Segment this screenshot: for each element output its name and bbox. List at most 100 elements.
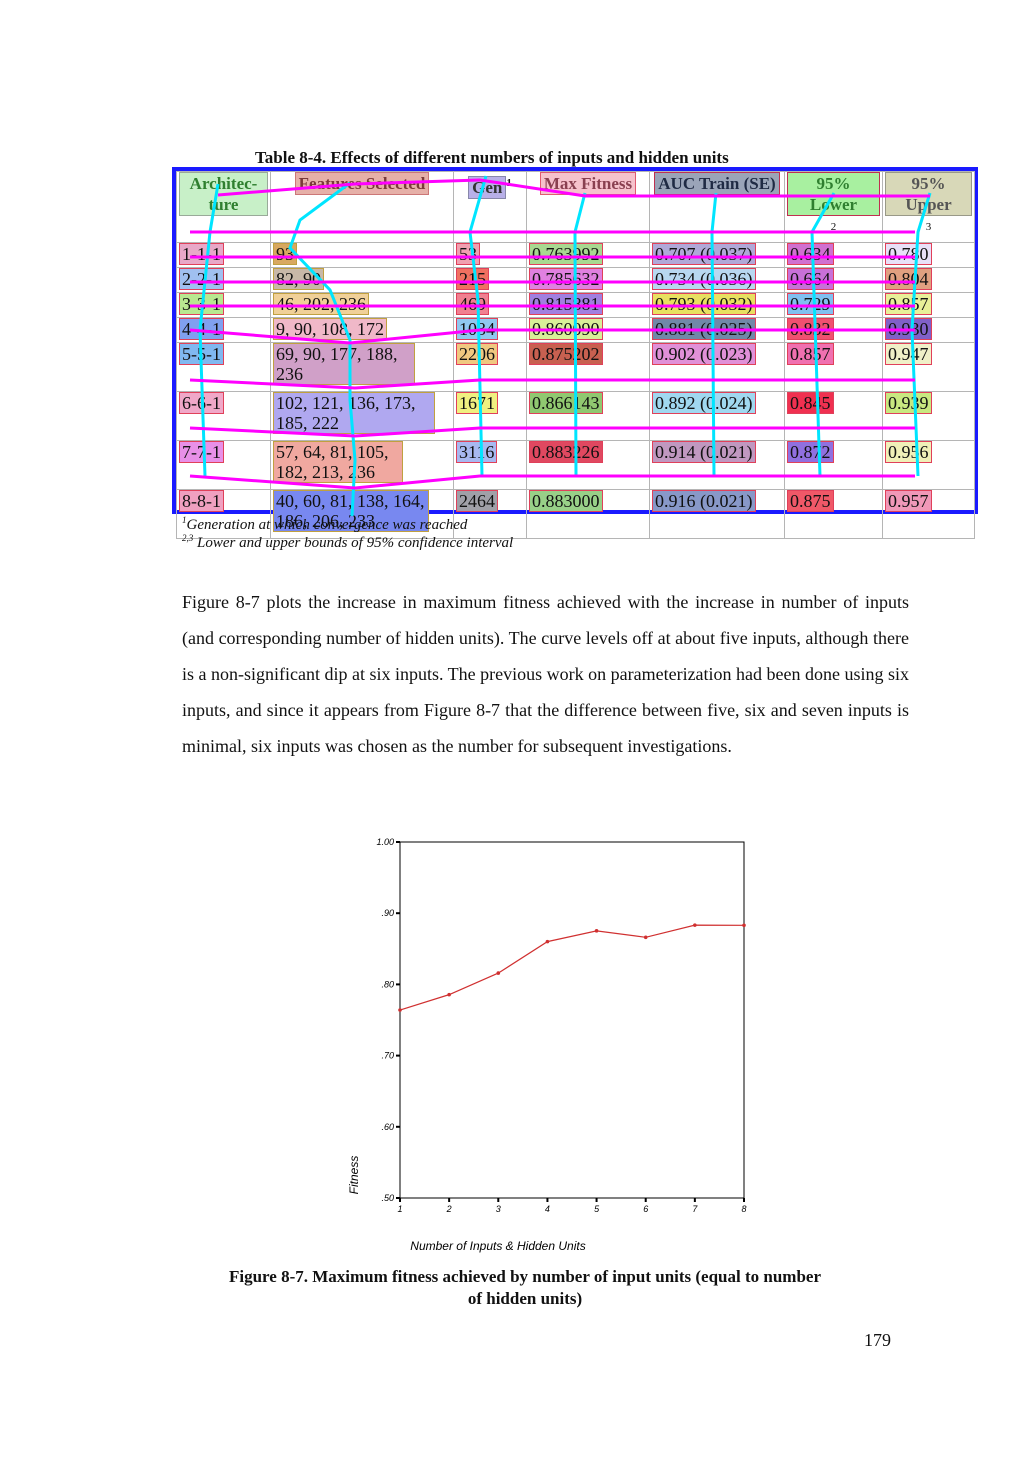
- cell-95-lower: 0.729: [787, 293, 834, 315]
- cell-auc-train: 0.902 (0.023): [652, 343, 756, 365]
- x-tick-label: 7: [692, 1204, 698, 1214]
- footnote-marker: 1: [182, 515, 187, 525]
- cell-95-lower: 0.875: [787, 490, 834, 512]
- cell-features: 9, 90, 108, 172: [273, 318, 387, 340]
- y-tick-label: 1.00: [376, 837, 394, 847]
- cell-features: 46, 202, 236: [273, 293, 369, 315]
- row-trace-line: [217, 178, 930, 198]
- data-point: [545, 939, 550, 944]
- row-trace-lines: [189, 178, 930, 490]
- cell-max-fitness: 0.875202: [529, 343, 603, 365]
- column-trace-line: [710, 192, 718, 477]
- y-tick-label: .90: [381, 908, 394, 918]
- cell-95-lower: 0.634: [787, 243, 834, 265]
- cell-gen: 215: [456, 268, 489, 290]
- chart-axes: .50 .60 .70 .80 .90 1.00 1 2 3 4 5 6 7 8: [376, 837, 746, 1214]
- cell-max-fitness: 0.785632: [529, 268, 603, 290]
- data-point: [594, 929, 599, 933]
- header-cell: 95% Upper 3: [882, 171, 975, 243]
- chart-plot-frame: [399, 841, 745, 1199]
- header-max-fitness: Max Fitness: [539, 172, 637, 195]
- data-point: [742, 923, 746, 928]
- cell-95-upper: 0.947: [885, 343, 932, 365]
- x-tick-label: 4: [545, 1204, 550, 1214]
- cell-auc-train: 0.734 (0.036): [652, 268, 756, 290]
- cell-gen: 2206: [456, 343, 498, 365]
- cell-features: 102, 121, 136, 173, 185, 222: [273, 392, 435, 434]
- row-trace-line: [189, 378, 915, 390]
- data-point: [447, 992, 451, 997]
- header-95-upper: 95% Upper: [885, 172, 972, 216]
- y-tick-label: .60: [381, 1122, 394, 1132]
- footnote-generation: 1Generation at which convergence was rea…: [182, 515, 467, 534]
- cell-gen: 2464: [456, 490, 498, 512]
- header-upper-sup: 3: [925, 221, 932, 233]
- cell-auc-train: 0.916 (0.021): [652, 490, 756, 512]
- column-trace-lines: [198, 175, 932, 517]
- table-row: 8-8-1 40, 60, 81, 138, 164, 186, 206, 23…: [176, 489, 975, 539]
- table-row: 2-2-1 82, 90 215 0.785632 0.734 (0.036) …: [176, 267, 975, 293]
- table-row: 1-1-1 93 53 0.763992 0.707 (0.037) 0.634…: [176, 242, 975, 268]
- row-trace-line: [189, 426, 915, 438]
- table-row: 6-6-1 102, 121, 136, 173, 185, 222 1671 …: [176, 391, 975, 441]
- row-trace-line: [189, 474, 915, 490]
- figure-caption-line: Figure 8-7. Maximum fitness achieved by …: [228, 1267, 822, 1286]
- column-trace-line: [288, 181, 357, 517]
- cell-max-fitness: 0.883226: [529, 441, 603, 463]
- footnote-text: Lower and upper bounds of 95% confidence…: [197, 535, 514, 551]
- footnote-confidence: 2,3 Lower and upper bounds of 95% confid…: [182, 533, 513, 552]
- cell-auc-train: 0.914 (0.021): [652, 441, 756, 463]
- table-row: 7-7-1 57, 64, 81, 105, 182, 213, 236 311…: [176, 440, 975, 490]
- cell-95-lower: 0.857: [787, 343, 834, 365]
- footnote-marker: 2,3: [182, 533, 194, 543]
- x-tick-label: 1: [397, 1204, 402, 1214]
- cell-max-fitness: 0.883000: [529, 490, 603, 512]
- cell-gen: 1671: [456, 392, 498, 414]
- cell-95-lower: 0.664: [787, 268, 834, 290]
- x-tick-label: 5: [594, 1204, 600, 1214]
- x-tick-label: 2: [446, 1204, 452, 1214]
- chart-series: [398, 923, 746, 1012]
- cell-gen: 3116: [456, 441, 498, 463]
- footnote-text: Generation at which convergence was reac…: [186, 517, 468, 533]
- header-lower-sup: 2: [830, 221, 837, 233]
- fitness-line-chart: .50 .60 .70 .80 .90 1.00 1 2 3 4 5 6 7 8 Number of In…: [347, 837, 747, 1253]
- chart-x-axis-label: Number of Inputs & Hidden Units: [410, 1239, 585, 1253]
- cell-95-upper: 0.857: [885, 293, 932, 315]
- x-tick-label: 3: [496, 1204, 501, 1214]
- cell-architecture: 2-2-1: [179, 268, 224, 290]
- data-point: [643, 935, 648, 940]
- cell-features: 69, 90, 177, 188, 236: [273, 343, 415, 385]
- cell-architecture: 7-7-1: [179, 441, 224, 463]
- cell-auc-train: 0.892 (0.024): [652, 392, 756, 414]
- x-tick-label: 6: [643, 1204, 648, 1214]
- cell-features: 82, 90: [273, 268, 324, 290]
- column-trace-line: [468, 175, 488, 477]
- cell-architecture: 1-1-1: [179, 243, 224, 265]
- y-tick-label: .50: [381, 1193, 394, 1203]
- x-tick-label: 8: [741, 1204, 746, 1214]
- figure-caption-line: of hidden units): [467, 1289, 583, 1308]
- cell-95-upper: 0.804: [885, 268, 932, 290]
- data-point: [496, 971, 501, 975]
- chart-y-axis-label: Fitness: [347, 1156, 361, 1195]
- y-tick-label: .80: [381, 979, 394, 989]
- column-trace-line: [573, 192, 587, 477]
- y-tick-label: .70: [381, 1051, 394, 1061]
- data-point: [398, 1008, 402, 1012]
- cell-95-lower: 0.845: [787, 392, 834, 414]
- body-paragraph: Figure 8-7 plots the increase in maximum…: [182, 592, 910, 756]
- cell-architecture: 8-8-1: [179, 490, 224, 512]
- cell-features: 57, 64, 81, 105, 182, 213, 236: [273, 441, 403, 483]
- cell-auc-train: 0.793 (0.032): [652, 293, 756, 315]
- cell-95-upper: 0.957: [885, 490, 932, 512]
- figure-caption: Figure 8-7. Maximum fitness achieved by …: [170, 1266, 880, 1310]
- column-trace-line: [810, 192, 836, 477]
- row-trace-line: [189, 328, 915, 345]
- cell-95-upper: 0.939: [885, 392, 932, 414]
- data-point: [693, 923, 697, 927]
- series-line: [399, 924, 745, 1011]
- table-title: Table 8-4. Effects of different numbers …: [255, 148, 729, 167]
- cell-max-fitness: 0.866143: [529, 392, 603, 414]
